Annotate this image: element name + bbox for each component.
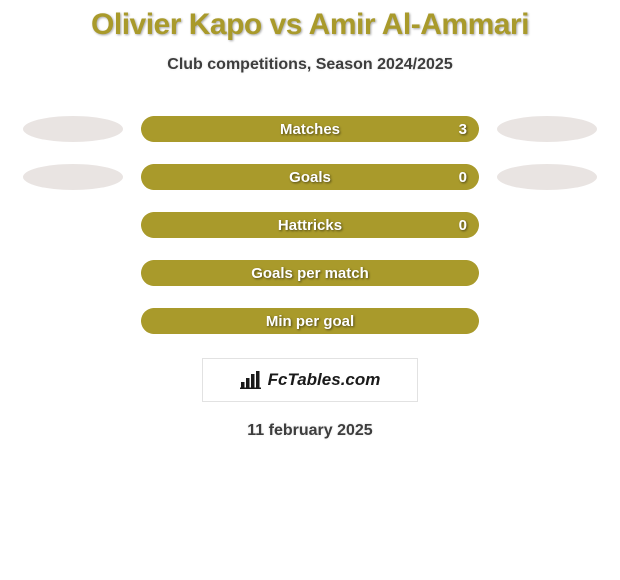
stat-row: Hattricks0: [0, 212, 620, 238]
left-player-marker: [23, 116, 123, 142]
stat-value: 0: [459, 217, 467, 234]
right-player-marker: [497, 164, 597, 190]
stat-bar-text: Matches3: [141, 116, 479, 142]
stat-bar: Hattricks0: [141, 212, 479, 238]
stat-value: 3: [459, 121, 467, 138]
stat-bar: Min per goal: [141, 308, 479, 334]
stat-bar-text: Goals per match: [141, 260, 479, 286]
stat-bar-text: Goals0: [141, 164, 479, 190]
subtitle: Club competitions, Season 2024/2025: [0, 56, 620, 74]
comparison-infographic: Olivier Kapo vs Amir Al-Ammari Club comp…: [0, 0, 620, 580]
stat-label: Hattricks: [141, 217, 479, 234]
stat-label: Goals: [141, 169, 479, 186]
page-title: Olivier Kapo vs Amir Al-Ammari: [0, 8, 620, 42]
stat-row: Min per goal: [0, 308, 620, 334]
stat-label: Min per goal: [141, 313, 479, 330]
header: Olivier Kapo vs Amir Al-Ammari Club comp…: [0, 0, 620, 74]
stat-bar-text: Min per goal: [141, 308, 479, 334]
logo-text: FcTables.com: [268, 370, 381, 390]
stat-bar: Goals0: [141, 164, 479, 190]
stat-row: Goals0: [0, 164, 620, 190]
stat-bar-text: Hattricks0: [141, 212, 479, 238]
date: 11 february 2025: [0, 422, 620, 440]
source-logo: FcTables.com: [202, 358, 418, 402]
stat-label: Matches: [141, 121, 479, 138]
stats-list: Matches3Goals0Hattricks0Goals per matchM…: [0, 116, 620, 334]
left-player-marker: [23, 164, 123, 190]
stat-bar: Matches3: [141, 116, 479, 142]
bar-chart-icon: [240, 371, 262, 389]
stat-row: Matches3: [0, 116, 620, 142]
stat-label: Goals per match: [141, 265, 479, 282]
stat-bar: Goals per match: [141, 260, 479, 286]
right-player-marker: [497, 116, 597, 142]
stat-row: Goals per match: [0, 260, 620, 286]
stat-value: 0: [459, 169, 467, 186]
